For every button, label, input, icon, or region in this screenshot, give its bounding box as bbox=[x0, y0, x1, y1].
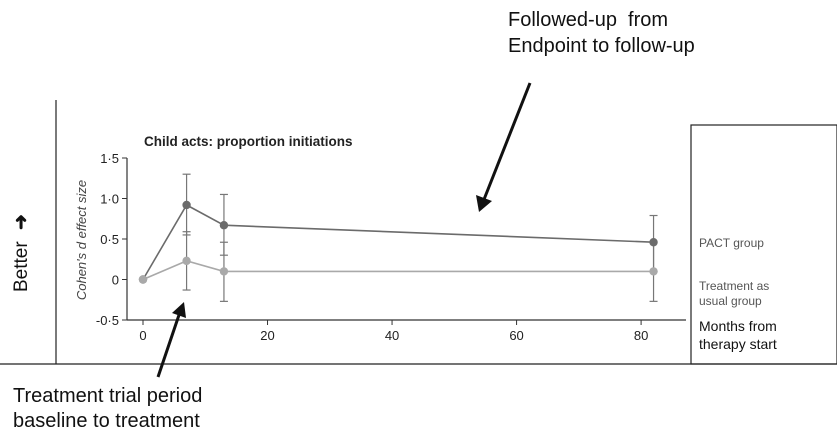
chart-axes: -0·5 0 0·5 1·0 1·5 0 20 40 60 80 bbox=[96, 151, 686, 343]
error-bars bbox=[182, 173, 658, 302]
y-tick-label: 0·5 bbox=[100, 232, 119, 247]
data-point bbox=[649, 238, 658, 247]
data-point bbox=[182, 256, 191, 266]
followup-arrowhead bbox=[476, 195, 492, 212]
legend-months-line1: Months from bbox=[699, 318, 777, 334]
y-tick-label: 1·0 bbox=[100, 192, 119, 207]
better-text: Better bbox=[11, 241, 32, 292]
x-tick-label: 80 bbox=[634, 328, 648, 343]
data-point bbox=[138, 275, 148, 284]
data-point bbox=[219, 267, 229, 276]
trial-annotation-line1: Treatment trial period bbox=[13, 385, 203, 407]
followup-arrow bbox=[481, 82, 532, 203]
legend-tau-line1: Treatment as bbox=[699, 279, 769, 293]
series-line-1 bbox=[142, 260, 654, 281]
followup-annotation-line2: Endpoint to follow-up bbox=[508, 35, 695, 57]
trial-annotation-line2: baseline to treatment bbox=[13, 410, 200, 432]
x-tick-label: 20 bbox=[260, 328, 274, 343]
series-line-0 bbox=[142, 203, 654, 280]
y-axis-label: Cohen's d effect size bbox=[74, 180, 89, 300]
data-point bbox=[219, 221, 229, 230]
y-tick-label: 1·5 bbox=[100, 151, 119, 166]
series-lines bbox=[142, 203, 654, 281]
legend-tau-line2: usual group bbox=[699, 294, 762, 308]
trial-arrowhead bbox=[172, 302, 186, 318]
legend-months-line2: therapy start bbox=[699, 336, 777, 352]
y-tick-label: -0·5 bbox=[96, 313, 119, 328]
followup-annotation-line1: Followed-up from bbox=[508, 9, 669, 31]
x-tick-label: 40 bbox=[385, 328, 399, 343]
x-tick-label: 0 bbox=[139, 328, 146, 343]
legend-box bbox=[690, 124, 837, 365]
better-arrow-icon: ➜ bbox=[11, 214, 32, 231]
y-tick-label: 0 bbox=[112, 273, 119, 288]
chart-title: Child acts: proportion initiations bbox=[144, 134, 353, 149]
data-point bbox=[182, 200, 191, 210]
legend-pact: PACT group bbox=[699, 236, 764, 250]
trial-arrow bbox=[156, 311, 182, 378]
data-points bbox=[138, 200, 658, 284]
better-label: Better ➜ bbox=[10, 172, 36, 292]
data-point bbox=[649, 267, 658, 276]
x-tick-label: 60 bbox=[509, 328, 523, 343]
